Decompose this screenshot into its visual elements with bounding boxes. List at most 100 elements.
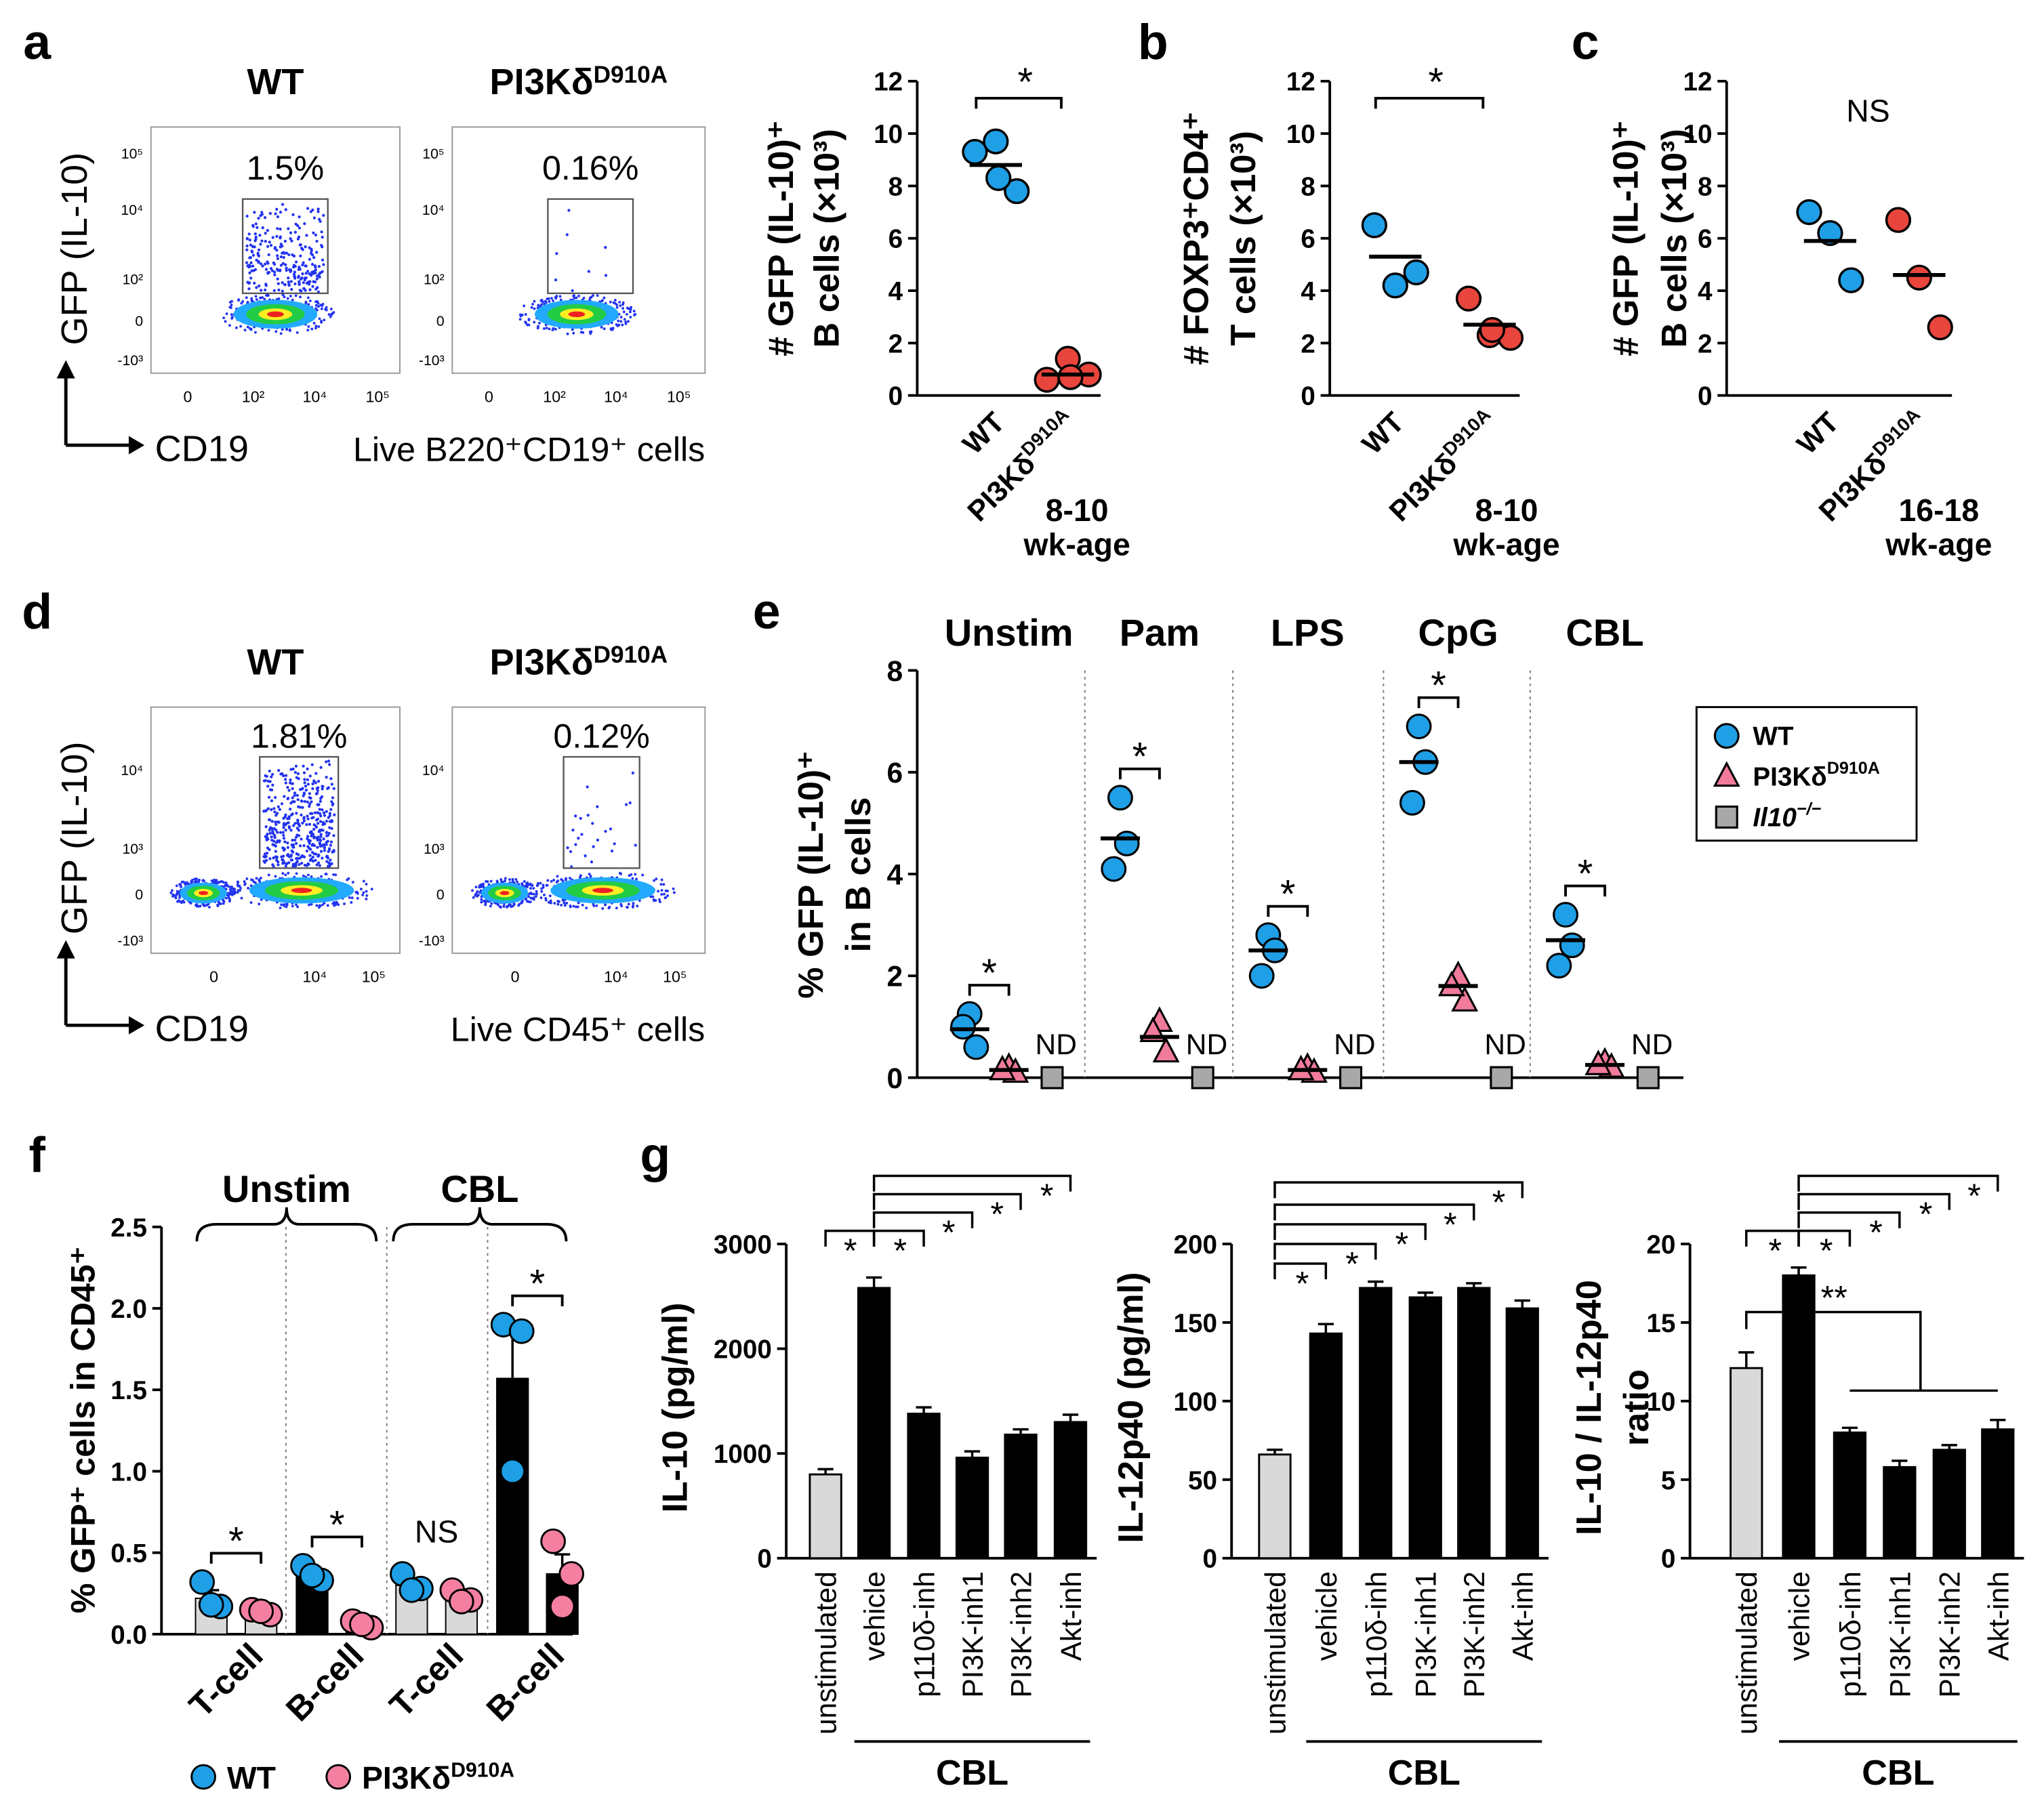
sig-bracket xyxy=(1374,97,1485,109)
event-dot xyxy=(359,888,363,891)
sig-label: * xyxy=(893,1232,907,1270)
event-dot xyxy=(590,330,593,333)
event-dot xyxy=(595,904,598,907)
sig-label: NS xyxy=(415,1514,458,1550)
x-tick-label: T-cell xyxy=(182,1636,270,1724)
event-dot xyxy=(287,268,291,272)
event-dot xyxy=(213,878,216,881)
event-dot xyxy=(259,262,263,266)
event-dot xyxy=(370,888,373,891)
note: wk-age xyxy=(1452,526,1559,562)
error-bar xyxy=(1417,1291,1433,1297)
event-dot xyxy=(306,296,310,299)
event-dot xyxy=(516,880,518,884)
error-bar xyxy=(1466,1282,1482,1288)
event-dot xyxy=(651,895,655,898)
event-dot xyxy=(274,823,278,827)
error-bar xyxy=(1317,1323,1334,1334)
event-dot xyxy=(254,295,258,298)
event-dot xyxy=(282,833,285,837)
event-dot xyxy=(216,903,220,907)
event-dot xyxy=(659,883,663,886)
event-dot xyxy=(329,315,332,318)
event-dot xyxy=(280,802,284,806)
event-dot xyxy=(248,271,251,274)
event-dot xyxy=(306,800,309,804)
x-tick-label-main: PI3Kδ xyxy=(962,448,1042,528)
event-dot xyxy=(272,839,276,843)
gate xyxy=(563,755,640,869)
event-dot xyxy=(271,783,274,787)
event-dot xyxy=(581,903,584,907)
event-dot xyxy=(227,896,230,899)
event-dot xyxy=(319,220,322,223)
event-dot xyxy=(314,325,318,328)
legend-label: PI3KδD910A xyxy=(362,1760,514,1795)
gate xyxy=(259,755,340,869)
plot-title: WT xyxy=(247,642,304,682)
sig-bracket xyxy=(1267,905,1309,917)
x-tick-label: vehicle xyxy=(1784,1571,1816,1661)
y-tick-label: 12 xyxy=(1286,68,1315,97)
event-dot xyxy=(300,861,304,865)
event-dot xyxy=(624,322,628,325)
bar xyxy=(1833,1431,1867,1560)
event-dot xyxy=(323,902,326,905)
event-dot xyxy=(540,303,544,306)
y-label: % GFP⁺ cells in CD45⁺ xyxy=(64,1247,102,1614)
event-dot xyxy=(169,891,173,894)
x-tick-label: PI3K-inh1 xyxy=(1885,1571,1917,1698)
event-dot xyxy=(268,769,271,773)
event-dot xyxy=(316,210,320,213)
bar xyxy=(1457,1287,1491,1560)
gate xyxy=(241,198,329,295)
event-dot xyxy=(315,277,319,281)
event-dot xyxy=(275,855,279,859)
y-label: IL-10 / IL-12p40 xyxy=(1570,1280,1609,1535)
event-dot xyxy=(281,262,285,266)
sig-bracket xyxy=(1564,884,1606,897)
event-dot xyxy=(207,905,211,909)
event-dot xyxy=(293,791,297,795)
event-dot xyxy=(315,251,319,254)
event-dot xyxy=(544,898,548,902)
sig-label: * xyxy=(1919,1195,1933,1233)
event-dot xyxy=(222,316,226,320)
dot xyxy=(1585,1050,1612,1075)
event-dot xyxy=(306,270,310,273)
event-dot xyxy=(314,233,318,237)
event-dot xyxy=(281,774,285,778)
event-dot xyxy=(291,253,294,257)
sig-bracket xyxy=(1273,1181,1524,1199)
event-dot xyxy=(575,905,577,909)
x-tick-label: Akt-inh xyxy=(1508,1571,1540,1661)
event-dot xyxy=(219,902,222,905)
event-dot xyxy=(283,840,287,844)
event-dot xyxy=(316,811,319,814)
event-dot xyxy=(268,241,271,244)
event-dot xyxy=(279,245,282,249)
event-dot xyxy=(477,894,480,896)
error-bar xyxy=(1013,1428,1029,1435)
dot xyxy=(1479,316,1505,344)
event-dot xyxy=(314,852,318,856)
event-dot xyxy=(268,788,272,791)
event-dot xyxy=(295,833,299,837)
event-dot xyxy=(268,848,271,852)
y-tick-label: 10 xyxy=(1683,120,1713,149)
event-dot xyxy=(318,317,321,320)
event-dot xyxy=(287,283,291,286)
event-dot xyxy=(539,299,543,302)
event-dot xyxy=(290,287,293,291)
event-dot xyxy=(245,214,249,218)
event-dot xyxy=(510,905,513,909)
event-dot xyxy=(274,821,277,824)
y-tick-label: 10⁵ xyxy=(422,146,444,162)
event-dot xyxy=(631,905,634,909)
sig-bracket xyxy=(1797,1192,1951,1210)
y-tick-label: 6 xyxy=(1698,225,1713,254)
event-dot xyxy=(279,255,283,259)
event-dot xyxy=(276,215,280,219)
event-dot xyxy=(295,856,299,860)
event-dot xyxy=(225,312,228,315)
